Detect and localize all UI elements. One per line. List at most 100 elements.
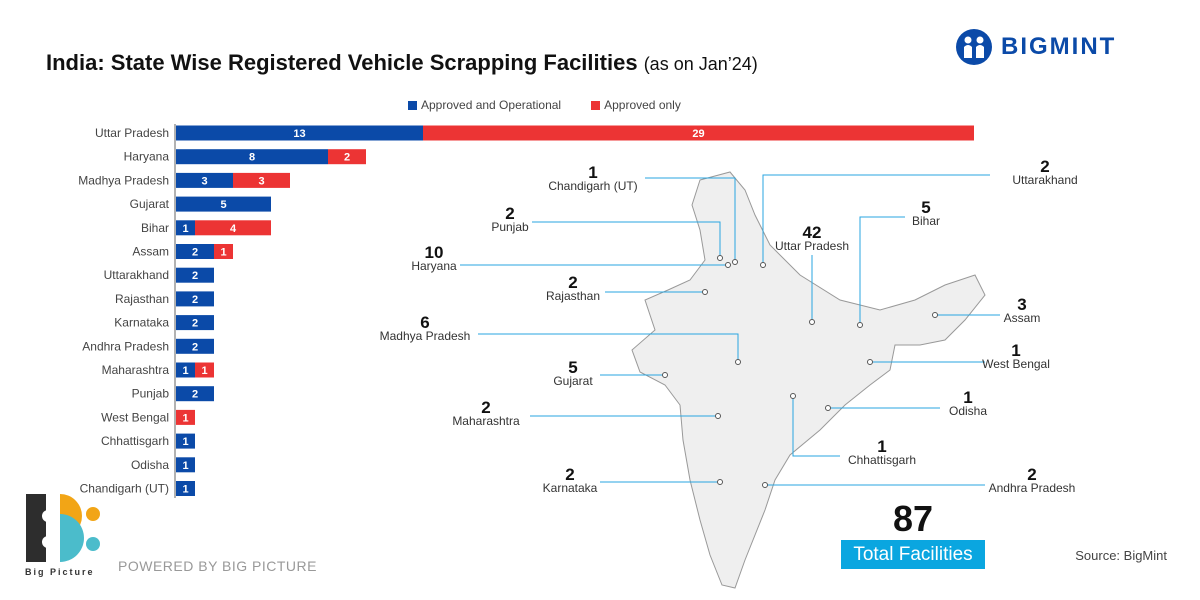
bar-value-label: 13 — [293, 128, 305, 140]
bar-category-label: Madhya Pradesh — [78, 173, 169, 187]
map-value-label: 3 — [1017, 295, 1026, 314]
state-marker — [762, 482, 768, 488]
bar-value-label: 29 — [692, 128, 704, 140]
state-marker — [662, 372, 668, 378]
bar-value-label: 1 — [220, 247, 226, 259]
bar-value-label: 2 — [192, 389, 198, 401]
map-value-label: 2 — [1040, 157, 1049, 176]
bar-value-label: 5 — [220, 199, 226, 211]
bar-category-label: Gujarat — [130, 197, 170, 211]
map-state-label: Chandigarh (UT) — [548, 179, 637, 193]
bar-segment — [423, 125, 974, 141]
map-state-label: West Bengal — [982, 357, 1050, 371]
bar-value-label: 4 — [230, 223, 237, 235]
map-value-label: 1 — [1011, 341, 1020, 360]
state-marker — [857, 322, 863, 328]
bar-category-label: Odisha — [131, 458, 169, 472]
map-value-label: 10 — [425, 243, 444, 262]
leader-line — [792, 396, 840, 457]
state-marker — [717, 255, 723, 261]
legend-label: Approved and Operational — [421, 98, 562, 112]
map-value-label: 2 — [505, 204, 514, 223]
map-value-label: 2 — [1027, 465, 1036, 484]
bar-segment — [214, 244, 233, 259]
map-state-label: Gujarat — [553, 374, 593, 388]
bar-segment — [176, 125, 423, 141]
map-state-label: Haryana — [411, 259, 457, 273]
bar-value-label: 2 — [192, 270, 198, 282]
bar-category-label: Andhra Pradesh — [82, 339, 169, 353]
bar-value-label: 1 — [182, 436, 188, 448]
bar-category-label: Haryana — [124, 150, 170, 164]
map-state-label: Uttarakhand — [1012, 173, 1077, 187]
map-state-label: Chhattisgarh — [848, 453, 916, 467]
map-state-label: Assam — [1004, 311, 1041, 325]
bar-value-label: 1 — [182, 460, 188, 472]
state-marker — [702, 289, 708, 295]
bar-segment — [176, 220, 195, 236]
subtitle: (as on Jan’24) — [643, 54, 758, 74]
state-marker — [715, 413, 721, 419]
bar-value-label: 1 — [182, 223, 188, 235]
map-value-label: 42 — [803, 223, 822, 242]
legend: Approved and Operational Approved only — [408, 98, 681, 112]
leader-line — [762, 174, 990, 265]
bar-category-label: Uttar Pradesh — [95, 126, 169, 140]
leader-line — [645, 177, 736, 262]
legend-item-operational: Approved and Operational — [408, 98, 561, 112]
bar-segment — [195, 220, 271, 236]
bar-value-label: 8 — [249, 152, 255, 164]
bar-segment — [176, 386, 214, 402]
bar-category-label: Uttarakhand — [104, 268, 169, 282]
bar-category-label: Assam — [132, 245, 169, 259]
map-value-label: 5 — [921, 198, 930, 217]
bar-segment — [195, 362, 214, 378]
bigmint-logo-icon — [956, 29, 992, 65]
map-state-label: Uttar Pradesh — [775, 239, 849, 253]
bar-segment — [176, 433, 195, 449]
powered-by: POWERED BY BIG PICTURE — [118, 558, 317, 574]
bar-segment — [176, 149, 328, 165]
bar-category-label: Rajasthan — [115, 292, 169, 306]
state-marker — [867, 359, 873, 365]
page-title: India: State Wise Registered Vehicle Scr… — [46, 50, 758, 76]
bigmint-logo: BIGMINT — [955, 28, 1116, 66]
bar-value-label: 2 — [192, 341, 198, 353]
legend-label: Approved only — [604, 98, 681, 112]
map-state-label: Maharashtra — [452, 414, 520, 428]
bar-value-label: 2 — [192, 294, 198, 306]
brand-name: BIGMINT — [1001, 33, 1117, 60]
map-state-label: Rajasthan — [546, 289, 600, 303]
bar-segment — [233, 172, 290, 188]
bar-segment — [176, 291, 214, 307]
map-value-label: 2 — [568, 273, 577, 292]
bar-segment — [328, 149, 366, 165]
map-state-label: Odisha — [949, 404, 987, 418]
bar-segment — [176, 338, 214, 354]
state-marker — [732, 259, 738, 265]
bar-segment — [176, 409, 195, 425]
legend-swatch — [408, 101, 417, 110]
map-value-label: 2 — [481, 398, 490, 417]
bar-category-label: Chhattisgarh — [101, 434, 169, 448]
bar-segment — [176, 362, 195, 378]
map-state-label: Bihar — [912, 214, 940, 228]
big-picture-logo-icon — [26, 494, 100, 562]
bar-segment — [176, 172, 233, 188]
bar-category-label: Maharashtra — [102, 363, 170, 377]
bar-category-label: Karnataka — [114, 316, 169, 330]
bar-value-label: 1 — [201, 365, 207, 377]
bar-segment — [176, 315, 214, 331]
total-value: 87 — [892, 498, 934, 539]
map-value-label: 1 — [877, 437, 886, 456]
map-state-label: Madhya Pradesh — [380, 329, 471, 343]
state-marker — [932, 312, 938, 318]
map-value-label: 1 — [588, 163, 597, 182]
state-marker — [760, 262, 766, 268]
bar-value-label: 1 — [182, 412, 188, 424]
state-marker — [809, 319, 815, 325]
state-marker — [725, 262, 731, 268]
bar-segment — [176, 481, 195, 496]
bar-segment — [176, 244, 214, 259]
